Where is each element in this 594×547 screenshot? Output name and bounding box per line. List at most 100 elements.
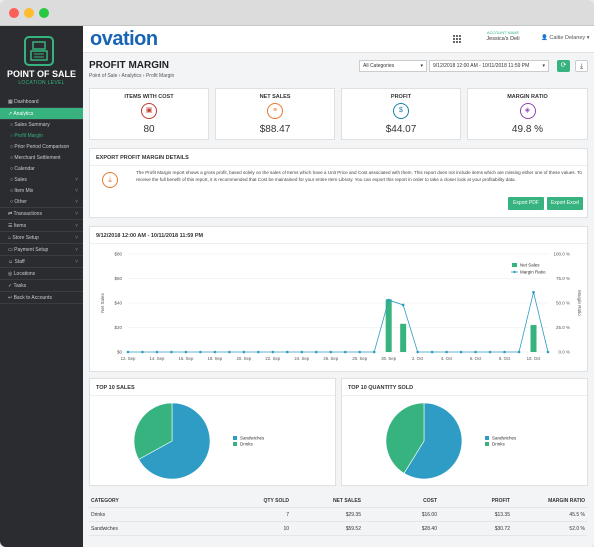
card-icon: ▭	[8, 247, 15, 253]
legend-label: Drinks	[492, 442, 506, 447]
chevron-down-icon: ˅	[75, 259, 78, 265]
top-sales-panel: TOP 10 SALES Sandwiches Drinks	[89, 378, 336, 486]
top-sales-title: TOP 10 SALES	[96, 385, 135, 391]
sidebar-subitem-profit-margin[interactable]: ○ Profit Margin	[10, 133, 43, 139]
margin-ratio-point	[401, 303, 405, 307]
apps-grid-icon[interactable]	[453, 35, 461, 43]
breadcrumb[interactable]: Point of Sale › Analytics › Profit Margi…	[89, 73, 175, 79]
margin-ratio-point	[416, 350, 419, 354]
category-select[interactable]: All Categories ▾	[359, 60, 427, 72]
sidebar-item-store-setup[interactable]: ⌂ Store Setup ˅	[0, 232, 83, 244]
download-icon: ⤓	[579, 63, 584, 70]
brand-logo[interactable]: ovation	[90, 28, 158, 50]
sidebar-item-tasks[interactable]: ✓ Tasks	[0, 280, 83, 292]
sidebar-item-label: Analytics	[13, 111, 34, 117]
sidebar-item-analytics[interactable]: ↗ Analytics ˄	[0, 108, 83, 120]
user-icon: 👤	[541, 35, 550, 41]
sidebar-item-label: Tasks	[13, 283, 27, 289]
profit-chart-panel: 9/12/2018 12:00 AM - 10/11/2018 11:59 PM…	[89, 226, 588, 372]
x-tick-label: 4. Oct	[441, 356, 453, 361]
date-range-picker[interactable]: 9/12/2018 12:00 AM - 10/11/2018 11:59 PM…	[429, 60, 549, 72]
kpi-card-profit: PROFIT $ $44.07	[341, 88, 461, 140]
kpi-value: 49.8 %	[511, 124, 544, 135]
sidebar-item-items[interactable]: ☰ Items ˅	[0, 220, 83, 232]
column-header: QTY SOLD	[263, 498, 289, 504]
sidebar-subitem-sales[interactable]: ○ Sales ˅	[0, 175, 83, 186]
divider	[90, 243, 587, 244]
sidebar-subitem-label: Sales	[14, 177, 27, 183]
sidebar-item-payment-setup[interactable]: ▭ Payment Setup ˅	[0, 244, 83, 256]
margin-ratio-point	[126, 350, 130, 354]
pos-subtitle: LOCATION LEVEL	[18, 80, 65, 86]
legend-label: Margin Ratio	[520, 270, 546, 275]
sidebar-subitem-merchant-settlement[interactable]: ○ Merchant Settlement	[10, 155, 61, 161]
table-cell: $59.52	[345, 526, 361, 532]
export-title: EXPORT PROFIT MARGIN DETAILS	[96, 155, 189, 161]
sidebar-item-locations[interactable]: ◎ Locations	[0, 268, 83, 280]
margin-ratio-point	[141, 350, 144, 354]
margin-ratio-point	[459, 350, 463, 354]
chevron-down-icon: ˅	[75, 177, 78, 183]
sidebar-subitem-sales-summary[interactable]: ○ Sales Summary	[10, 122, 50, 128]
x-tick-label: 28. Sep	[352, 356, 367, 361]
sidebar-item-label: Payment Setup	[14, 247, 49, 253]
sidebar-subitem-label: Other	[14, 199, 27, 205]
export-pdf-button[interactable]: Export PDF	[508, 197, 544, 210]
margin-ratio-point	[170, 350, 173, 354]
account-label: ACCOUNT NAME	[486, 30, 520, 35]
margin-ratio-point	[546, 350, 550, 354]
sidebar-item-staff[interactable]: ☺ Staff ˅	[0, 256, 83, 268]
margin-ratio-point	[228, 350, 231, 354]
divider	[342, 395, 587, 396]
y-tick-label: $20	[114, 325, 122, 330]
sidebar-item-label: Dashboard	[14, 99, 39, 105]
money-icon: $	[393, 103, 409, 119]
maximize-window-button[interactable]	[39, 8, 49, 18]
table-cell: $16.00	[421, 512, 437, 518]
divider	[90, 395, 335, 396]
sidebar-item-dashboard[interactable]: ▦ Dashboard	[0, 96, 83, 108]
legend-label: Sandwiches	[240, 436, 265, 441]
margin-ratio-point	[213, 350, 217, 354]
sidebar-item-label: Back to Accounts	[13, 295, 52, 301]
close-window-button[interactable]	[9, 8, 19, 18]
x-tick-label: 16. Sep	[179, 356, 194, 361]
legend-swatch	[233, 442, 237, 446]
margin-ratio-point	[532, 290, 535, 294]
export-panel: EXPORT PROFIT MARGIN DETAILS ⤓ The Profi…	[89, 148, 588, 218]
account-switcher[interactable]: ACCOUNT NAME Jessica's Deli	[475, 30, 531, 42]
sidebar-item-back-to-accounts[interactable]: ↩ Back to Accounts	[0, 292, 83, 304]
sidebar-subitem-label: Profit Margin	[14, 133, 43, 139]
sidebar-subitem-label: Item Mix	[14, 188, 34, 194]
minimize-window-button[interactable]	[24, 8, 34, 18]
download-button[interactable]: ⤓	[575, 60, 588, 72]
margin-ratio-point	[271, 350, 275, 354]
x-tick-label: 6. Oct	[470, 356, 482, 361]
export-excel-button[interactable]: Export Excel	[547, 197, 583, 210]
margin-ratio-point	[242, 350, 246, 354]
legend-swatch	[485, 436, 489, 440]
refresh-icon: ⟳	[560, 62, 567, 69]
dashboard-icon: ▦	[8, 99, 15, 105]
kpi-value: 80	[143, 124, 155, 135]
box-icon: ▣	[141, 103, 157, 119]
column-header: COST	[423, 498, 437, 504]
sidebar-item-transactions[interactable]: ⇄ Transactions ˅	[0, 208, 83, 220]
column-header: NET SALES	[332, 498, 361, 504]
refresh-button[interactable]: ⟳	[557, 60, 570, 72]
y2-tick-label: 100.0 %	[553, 252, 570, 257]
sidebar-subitem-item-mix[interactable]: ○ Item Mix ˅	[0, 186, 83, 197]
back-icon: ↩	[8, 295, 14, 301]
sidebar-subitem-prior-period[interactable]: ○ Prior Period Comparison	[10, 144, 70, 150]
export-description: The Profit Margin report shows a gross p…	[136, 170, 582, 182]
export-icon: ⤓	[102, 172, 118, 188]
x-tick-label: 26. Sep	[323, 356, 338, 361]
margin-ratio-point	[343, 350, 347, 354]
table-cell: $13.35	[494, 512, 510, 518]
sidebar: POINT OF SALE LOCATION LEVEL ▦ Dashboard…	[0, 26, 83, 547]
x-tick-label: 14. Sep	[150, 356, 165, 361]
sidebar-subitem-other[interactable]: ○ Other ˅	[0, 197, 83, 208]
chevron-down-icon: ˅	[75, 199, 78, 205]
sidebar-subitem-calendar[interactable]: ○ Calendar	[10, 166, 35, 172]
user-menu[interactable]: 👤 Caitie Delaney ▾	[541, 35, 589, 41]
